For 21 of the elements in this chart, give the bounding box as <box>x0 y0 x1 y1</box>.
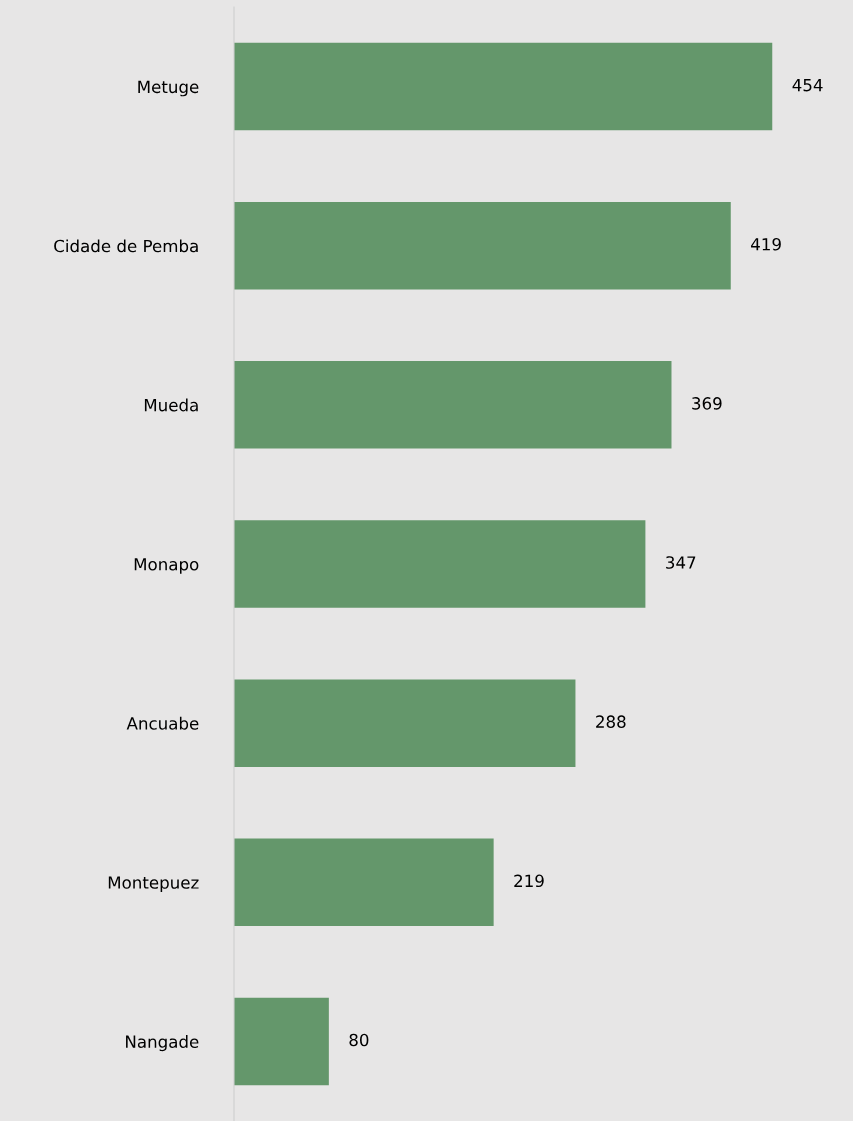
y-tick-label: Nangade <box>126 1035 199 1052</box>
data-label: 454 <box>792 79 823 92</box>
bar <box>234 201 731 290</box>
bar <box>234 838 494 927</box>
y-tick-label: Monapo <box>134 558 199 574</box>
bar <box>234 42 773 131</box>
y-tick-label: Mueda <box>144 398 198 412</box>
bar <box>234 361 672 449</box>
data-label: 347 <box>666 556 696 569</box>
bar <box>234 679 576 767</box>
data-label: 419 <box>751 237 781 251</box>
data-label: 219 <box>514 874 544 888</box>
y-tick-label: Cidade de Pemba <box>54 239 198 253</box>
y-tick-label: Ancuabe <box>126 716 199 730</box>
data-label: 288 <box>596 715 626 728</box>
bar <box>234 520 646 608</box>
data-label: 369 <box>692 397 722 410</box>
bar <box>234 997 329 1086</box>
data-label: 80 <box>349 1033 369 1047</box>
y-tick-label: Montepuez <box>108 876 199 893</box>
y-tick-label: Metuge <box>138 80 199 97</box>
